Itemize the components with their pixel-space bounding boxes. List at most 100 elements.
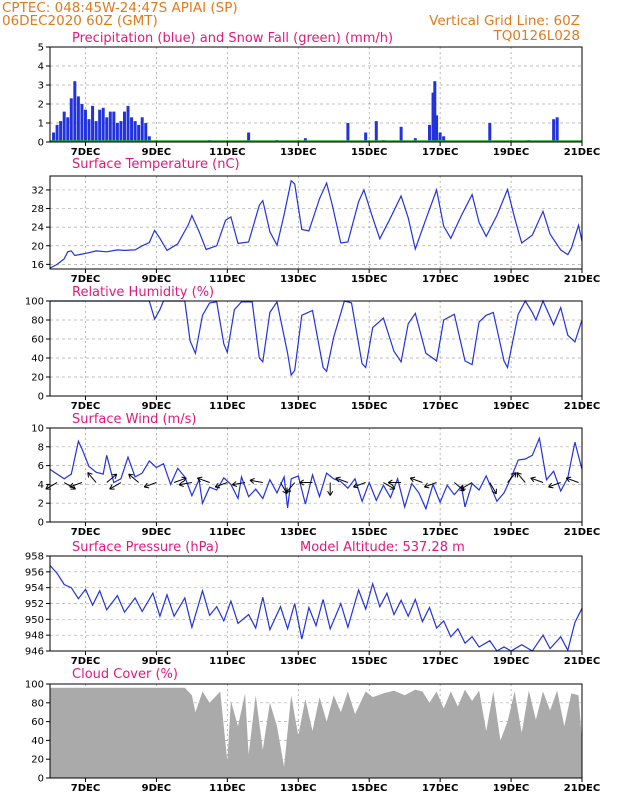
series-line xyxy=(49,565,583,652)
precip-bar xyxy=(427,124,431,142)
series-line xyxy=(49,436,583,511)
x-tick-label: 7DEC xyxy=(71,274,100,285)
precip-bar xyxy=(435,115,439,142)
y-tick-label: 32 xyxy=(31,185,44,196)
precip-bar xyxy=(133,121,137,142)
x-tick-label: 7DEC xyxy=(71,656,100,667)
x-tick-label: 9DEC xyxy=(142,656,171,667)
y-tick-label: 5 xyxy=(38,43,44,54)
x-tick-label: 19DEC xyxy=(493,527,529,538)
precip-bar xyxy=(105,117,109,142)
y-tick-label: 24 xyxy=(31,223,44,234)
wind-arrow-head xyxy=(510,472,517,478)
y-tick-label: 3 xyxy=(38,81,44,92)
precip-bar xyxy=(83,109,87,142)
header-location: CPTEC: 048:45W-24:47S APIAI (SP) xyxy=(2,0,238,16)
y-tick-label: 10 xyxy=(31,424,44,435)
x-tick-label: 17DEC xyxy=(422,274,458,285)
wind-arrow-head xyxy=(548,482,554,489)
y-tick-label: 4 xyxy=(38,480,44,491)
x-tick-label: 17DEC xyxy=(422,783,458,794)
wind-arrow xyxy=(232,482,246,486)
x-tick-label: 15DEC xyxy=(351,147,387,158)
precip-bar xyxy=(374,121,378,142)
precip-bar xyxy=(364,132,368,142)
wind-arrow xyxy=(106,473,118,483)
precip-bar xyxy=(442,136,446,142)
x-tick-label: 15DEC xyxy=(351,274,387,285)
precip-bar xyxy=(73,81,77,142)
precip-bar xyxy=(555,117,559,142)
panel-title: Surface Temperature (nC) xyxy=(72,157,240,172)
wind-arrow-head xyxy=(491,488,497,495)
header-run-date: 06DEC2020 60Z (GMT) xyxy=(2,13,158,29)
y-tick-label: 1 xyxy=(38,119,44,130)
wind-arrow-head xyxy=(387,479,393,486)
wind-arrow-head xyxy=(128,473,134,480)
x-tick-label: 7DEC xyxy=(71,783,100,794)
snowfall-bar xyxy=(439,140,442,143)
wind-arrow xyxy=(335,477,349,483)
y-tick-label: 0 xyxy=(38,518,44,529)
snowfall-bar xyxy=(510,140,513,143)
precip-bar xyxy=(431,92,435,142)
wind-arrow-head xyxy=(196,476,203,483)
y-tick-label: 952 xyxy=(25,599,44,610)
wind-arrow-head xyxy=(460,484,466,490)
chart-panel-4: 0 2 4 6 8 10 7DEC 9DEC 11DEC 13DEC 15DEC 17DEC 19DEC… xyxy=(31,412,600,538)
x-tick-label: 19DEC xyxy=(493,274,529,285)
x-tick-label: 9DEC xyxy=(142,274,171,285)
precip-bar xyxy=(80,104,84,142)
y-tick-label: 80 xyxy=(31,316,44,327)
wind-arrow-head xyxy=(231,481,238,488)
precip-bar xyxy=(303,138,307,142)
wind-arrow-head xyxy=(143,482,150,489)
wind-arrow-head xyxy=(353,482,359,489)
wind-arrow xyxy=(516,472,526,483)
x-tick-label: 19DEC xyxy=(493,401,529,412)
y-tick-label: 958 xyxy=(25,552,44,563)
x-tick-label: 15DEC xyxy=(351,401,387,412)
wind-arrow xyxy=(197,477,210,483)
precip-bar xyxy=(147,136,151,142)
precip-bar xyxy=(55,124,59,142)
y-tick-label: 20 xyxy=(31,241,44,252)
x-tick-label: 19DEC xyxy=(493,656,529,667)
precip-bar xyxy=(247,132,251,142)
wind-arrow xyxy=(144,482,157,488)
precip-bar xyxy=(552,119,556,142)
wind-arrow-head xyxy=(249,478,255,484)
plot-frame xyxy=(49,46,583,143)
wind-arrow xyxy=(353,482,366,488)
y-tick-label: 0 xyxy=(38,138,44,149)
x-tick-label: 13DEC xyxy=(280,783,316,794)
wind-arrow-head xyxy=(214,482,221,489)
precip-bar xyxy=(130,117,134,142)
precip-bar xyxy=(115,123,119,142)
y-tick-label: 4 xyxy=(38,62,44,73)
x-tick-label: 13DEC xyxy=(280,274,316,285)
y-tick-label: 2 xyxy=(38,499,44,510)
wind-arrow xyxy=(489,482,497,495)
cloud-cover-area xyxy=(50,687,582,778)
chart-panel-5: 946 948 950 952 954 956 958 7DEC 9DEC 11DEC 13DEC 1… xyxy=(25,540,600,667)
wind-arrow xyxy=(87,472,97,483)
x-tick-label: 15DEC xyxy=(351,656,387,667)
panel-title: Cloud Cover (%) xyxy=(72,667,178,682)
series-line xyxy=(49,179,583,269)
precip-bar xyxy=(488,123,492,142)
y-tick-label: 40 xyxy=(31,354,44,365)
panel-title: Precipitation (blue) and Snow Fall (gree… xyxy=(72,31,393,46)
x-tick-label: 11DEC xyxy=(209,147,245,158)
precip-bar xyxy=(69,98,73,142)
y-tick-label: 100 xyxy=(25,297,44,308)
precip-bar xyxy=(76,96,80,142)
precip-bar xyxy=(144,123,148,142)
y-tick-label: 20 xyxy=(31,755,44,766)
chart-panel-3: 0 20 40 60 80 100 7DEC 9DEC 11DEC 13DEC 15DEC 17DEC… xyxy=(25,285,600,412)
y-tick-label: 60 xyxy=(31,335,44,346)
snowfall-bar xyxy=(297,140,300,143)
x-tick-label: 7DEC xyxy=(71,401,100,412)
wind-arrow xyxy=(424,482,437,488)
panel-title: Relative Humidity (%) xyxy=(72,285,214,300)
